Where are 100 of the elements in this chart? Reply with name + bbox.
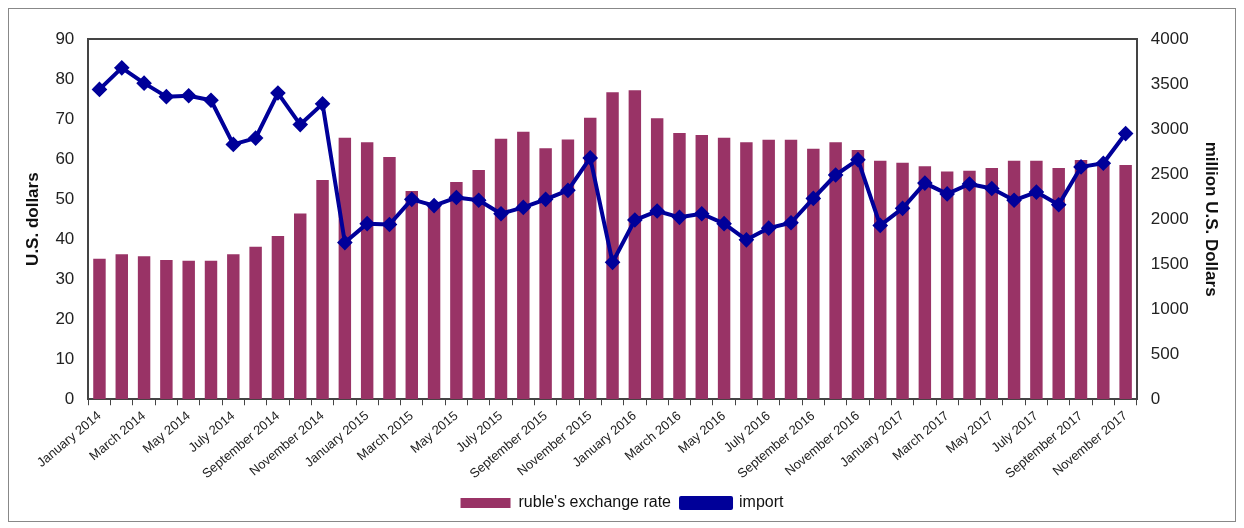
bar: [896, 162, 909, 400]
bar: [695, 135, 708, 400]
bar: [784, 139, 798, 400]
bar: [985, 167, 998, 400]
y2-tick-label: 3500: [1150, 73, 1189, 93]
bar: [137, 256, 151, 400]
point: [1029, 185, 1044, 200]
bar: [182, 260, 195, 400]
bar: [450, 181, 463, 400]
point: [694, 206, 709, 221]
point: [605, 255, 620, 270]
bar: [963, 170, 976, 400]
point: [137, 76, 152, 91]
bar: [115, 254, 128, 400]
y2-tick-label: 500: [1150, 343, 1180, 363]
point: [828, 168, 843, 182]
point: [1051, 197, 1066, 212]
point: [739, 232, 754, 247]
point: [382, 217, 397, 232]
bar: [472, 169, 485, 400]
bar: [517, 131, 530, 400]
bar: [673, 133, 686, 400]
bar: [606, 92, 619, 400]
point: [471, 193, 486, 208]
bar: [561, 139, 575, 400]
bar: [227, 254, 240, 400]
bar: [650, 118, 664, 400]
point: [248, 131, 263, 146]
y-tick-label: 50: [55, 188, 75, 208]
bar: [1074, 159, 1088, 400]
bar: [1052, 167, 1065, 400]
y2-tick-label: 3000: [1150, 118, 1189, 138]
bar: [160, 259, 173, 400]
bar: [383, 157, 396, 400]
point: [917, 176, 932, 191]
bar: [874, 160, 887, 400]
y-tick-label: 0: [64, 388, 75, 408]
point: [583, 150, 598, 165]
y-tick-label: 70: [55, 108, 75, 128]
point: [159, 89, 174, 104]
point: [293, 117, 308, 132]
y-tick-label: 40: [55, 228, 75, 248]
bar: [294, 213, 307, 400]
point: [717, 216, 732, 231]
bar: [249, 246, 262, 400]
point: [962, 177, 977, 192]
bar: [740, 142, 753, 400]
bar: [271, 235, 285, 400]
y2-tick-label: 1000: [1150, 298, 1189, 318]
y2-axis-title: million U.S. Dollars: [1202, 141, 1222, 297]
y-axis-title: U.S. dollars: [22, 172, 42, 266]
bar: [360, 142, 374, 400]
bar: [940, 171, 954, 400]
bar: [918, 166, 932, 400]
bar: [1119, 165, 1132, 400]
point: [494, 206, 509, 221]
bar: [807, 148, 820, 400]
y-tick-label: 80: [55, 68, 75, 88]
y2-tick-label: 2000: [1150, 208, 1189, 228]
point: [337, 235, 352, 250]
point: [427, 198, 442, 213]
y2-tick-label: 1500: [1150, 253, 1189, 273]
point: [204, 93, 218, 108]
point: [784, 215, 799, 230]
point: [761, 221, 776, 236]
point: [850, 152, 865, 167]
point: [650, 204, 665, 219]
y-tick-label: 20: [55, 308, 75, 328]
point: [404, 192, 419, 207]
y2-tick-label: 4000: [1150, 28, 1189, 48]
y-tick-label: 60: [55, 148, 75, 168]
y-tick-label: 10: [55, 348, 75, 368]
point: [940, 186, 955, 201]
bar: [851, 149, 865, 400]
point: [1007, 193, 1022, 208]
y-tick-label: 90: [55, 28, 75, 48]
bar: [405, 191, 418, 400]
point: [806, 191, 821, 206]
point: [1118, 126, 1133, 141]
bar: [1007, 160, 1021, 400]
y2-tick-label: 0: [1150, 388, 1161, 408]
point: [114, 60, 129, 75]
point: [226, 137, 241, 152]
y-tick-label: 30: [55, 268, 75, 288]
legend-label: import: [739, 493, 785, 511]
point: [181, 88, 196, 103]
y2-tick-label: 2500: [1150, 163, 1189, 183]
point: [1074, 159, 1089, 174]
point: [360, 216, 375, 231]
bar: [584, 117, 597, 400]
bar: [93, 258, 106, 400]
legend-label: ruble's exchange rate: [518, 493, 672, 511]
point: [315, 96, 330, 111]
bar: [628, 90, 642, 400]
point: [270, 86, 285, 101]
bar: [1097, 165, 1110, 400]
bar: [204, 260, 218, 400]
bar: [427, 207, 441, 400]
point: [92, 82, 107, 97]
bar: [762, 139, 775, 400]
